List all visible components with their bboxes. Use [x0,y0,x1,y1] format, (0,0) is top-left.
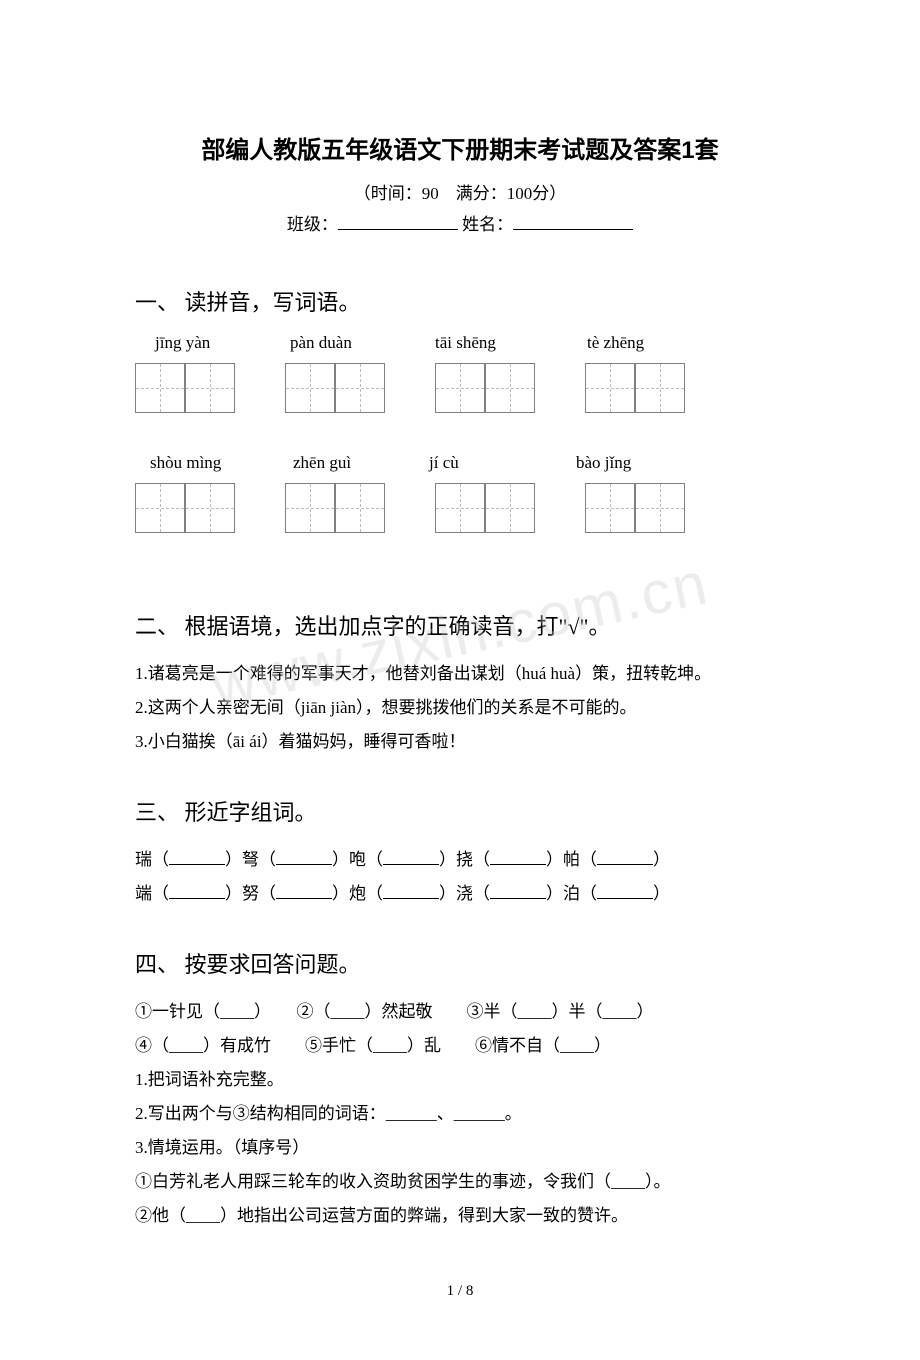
pinyin-label: zhēn guì [293,453,429,473]
char-box-group [435,483,535,533]
section-2-q2: 2.这两个人亲密无间（jiān jiàn），想要挑拨他们的关系是不可能的。 [135,691,785,725]
section-3-line1: 瑞（）弩（）咆（）挠（）帕（） [135,843,785,877]
char-box-group [285,483,385,533]
document-title: 部编人教版五年级语文下册期末考试题及答案1套 [135,130,785,165]
char-box-group [285,363,385,413]
section-2-q1: 1.诸葛亮是一个难得的军事天才，他替刘备出谋划（huá huà）策，扭转乾坤。 [135,657,785,691]
section-2-title: 二、 根据语境，选出加点字的正确读音，打"√"。 [135,609,785,641]
page-content: 部编人教版五年级语文下册期末考试题及答案1套 （时间：90 满分：100分） 班… [0,0,920,1360]
section-4-title: 四、 按要求回答问题。 [135,947,785,979]
section-4-q1: 1.把词语补充完整。 [135,1063,785,1097]
pinyin-label: pàn duàn [290,333,435,353]
document-subtitle: （时间：90 满分：100分） [135,179,785,204]
section-4-line2: ④（____）有成竹 ⑤手忙（____）乱 ⑥情不自（____） [135,1029,785,1063]
section-3-line2: 端（）努（）炮（）浇（）泊（） [135,877,785,911]
section-1-title: 一、 读拼音，写词语。 [135,285,785,317]
char-box-group [585,363,685,413]
char-box-group [135,363,235,413]
name-label: 姓名： [462,215,513,234]
section-4-q3b: ②他（____）地指出公司运营方面的弊端，得到大家一致的赞许。 [135,1199,785,1233]
pinyin-label: shòu mìng [135,453,293,473]
pinyin-label: jí cù [429,453,576,473]
section-4-q3a: ①白芳礼老人用踩三轮车的收入资助贫困学生的事迹，令我们（____）。 [135,1165,785,1199]
section-4-q3: 3.情境运用。（填序号） [135,1131,785,1165]
pinyin-label: jīng yàn [135,333,290,353]
pinyin-label: bào jǐng [576,453,706,473]
char-box-group [435,363,535,413]
pinyin-label: tāi shēng [435,333,587,353]
pinyin-label: tè zhēng [587,333,717,353]
page-footer: 1 / 8 [135,1283,785,1300]
section-4-q2: 2.写出两个与③结构相同的词语：______、______。 [135,1097,785,1131]
section-2-q3: 3.小白猫挨（āi ái）着猫妈妈，睡得可香啦！ [135,725,785,759]
section-4-line1: ①一针见（____） ②（____）然起敬 ③半（____）半（____） [135,995,785,1029]
name-line: 班级： 姓名： [135,210,785,235]
char-box-group [585,483,685,533]
class-label: 班级： [287,215,338,234]
section-3-title: 三、 形近字组词。 [135,795,785,827]
char-box-group [135,483,235,533]
